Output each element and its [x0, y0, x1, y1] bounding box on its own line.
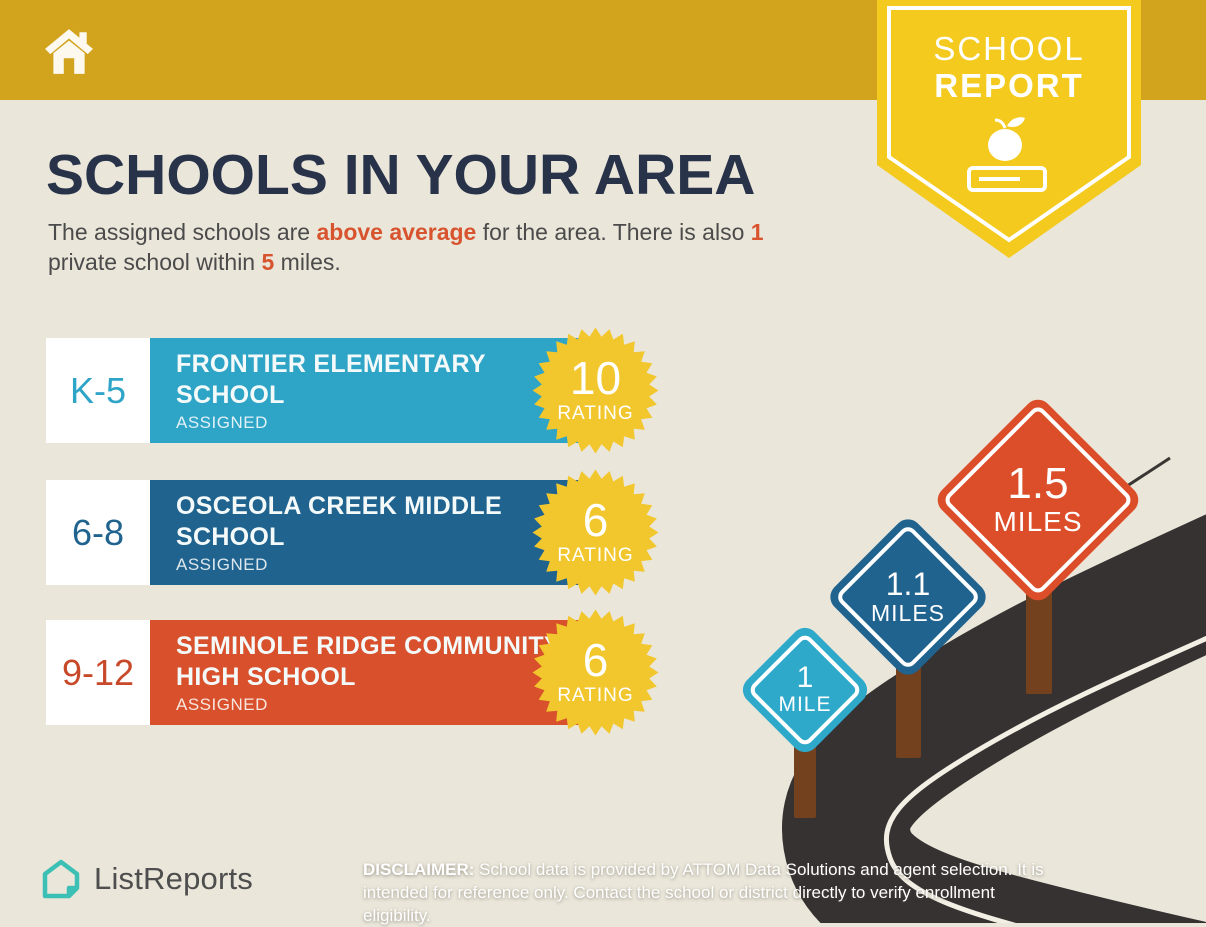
school-status: ASSIGNED — [176, 554, 268, 574]
rating-label: RATING — [557, 403, 634, 424]
school-status: ASSIGNED — [176, 694, 268, 714]
subtitle-highlight-private-count: 1 — [750, 219, 764, 245]
rating-value: 10 — [569, 352, 622, 404]
rating-value: 6 — [582, 494, 609, 546]
school-card-middle: 6-8 OSCEOLA CREEK MIDDLE SCHOOL ASSIGNED… — [46, 469, 666, 596]
disclaimer-text: School data is provided by ATTOM Data So… — [363, 860, 1044, 925]
disclaimer: DISCLAIMER: School data is provided by A… — [363, 858, 1053, 927]
school-bar: FRONTIER ELEMENTARY SCHOOL ASSIGNED — [150, 338, 606, 443]
distance-value: 1.5 — [1007, 459, 1069, 508]
badge-line-2: REPORT — [934, 67, 1084, 104]
listreports-logo-icon — [42, 859, 80, 899]
listreports-brand: ListReports — [40, 858, 253, 900]
school-bar: OSCEOLA CREEK MIDDLE SCHOOL ASSIGNED — [150, 480, 606, 585]
distance-unit: MILE — [778, 693, 832, 716]
school-report-badge — [877, 0, 1141, 258]
rating-label: RATING — [557, 545, 634, 566]
rating-label: RATING — [557, 685, 634, 706]
subtitle-text: The assigned schools are — [48, 219, 317, 245]
grade-range-label: 9-12 — [46, 620, 150, 725]
starburst-icon — [532, 469, 659, 596]
rating-starburst: 6 RATING — [532, 609, 659, 736]
starburst-icon — [532, 609, 659, 736]
brand-name: ListReports — [94, 861, 253, 896]
school-name: SEMINOLE RIDGE COMMUNITY HIGH SCHOOL — [176, 631, 561, 691]
rating-starburst: 10 RATING — [532, 327, 659, 454]
distance-value: 1 — [796, 661, 814, 694]
home-icon — [45, 29, 93, 74]
rating-value: 6 — [582, 634, 609, 686]
badge-title: SCHOOL REPORT — [875, 30, 1143, 104]
subtitle-highlight-miles: 5 — [261, 249, 275, 275]
disclaimer-label: DISCLAIMER: — [363, 860, 475, 879]
grade-range-label: K-5 — [46, 338, 150, 443]
school-name: FRONTIER ELEMENTARY SCHOOL — [176, 349, 486, 409]
school-bar: SEMINOLE RIDGE COMMUNITY HIGH SCHOOL ASS… — [150, 620, 606, 725]
page-title: SCHOOLS IN YOUR AREA — [46, 143, 756, 207]
school-name: OSCEOLA CREEK MIDDLE SCHOOL — [176, 491, 502, 551]
distance-sign-1-5-miles: 1.5 MILES — [931, 393, 1145, 607]
rating-starburst: 6 RATING — [532, 469, 659, 596]
school-card-elementary: K-5 FRONTIER ELEMENTARY SCHOOL ASSIGNED … — [46, 327, 666, 454]
badge-line-1: SCHOOL — [933, 30, 1085, 67]
school-card-high: 9-12 SEMINOLE RIDGE COMMUNITY HIGH SCHOO… — [46, 609, 666, 736]
school-status: ASSIGNED — [176, 412, 268, 432]
subtitle-highlight-above-average: above average — [316, 219, 477, 245]
grade-range-label: 6-8 — [46, 480, 150, 585]
distance-unit: MILES — [993, 506, 1083, 537]
subtitle: The assigned schools are above average f… — [48, 219, 764, 275]
starburst-icon — [532, 327, 659, 454]
distance-unit: MILES — [870, 599, 946, 626]
apple-on-book-icon — [967, 117, 1047, 192]
distance-value: 1.1 — [885, 565, 931, 602]
